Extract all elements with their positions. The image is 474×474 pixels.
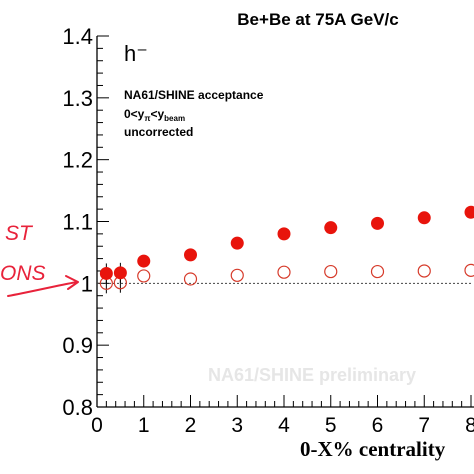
- open-marker: [277, 265, 291, 279]
- open-marker: [370, 264, 385, 279]
- x-tick-labels: 0 1 2 3 4 5 6 7 8: [91, 414, 474, 437]
- filled-marker: [230, 236, 244, 250]
- open-marker: [137, 269, 151, 283]
- open-marker: [464, 263, 474, 277]
- x-tick-label: 5: [325, 414, 337, 437]
- open-marker: [183, 272, 198, 286]
- filled-marker: [113, 266, 127, 280]
- x-tick-label: 0: [91, 414, 103, 437]
- chart-title: Be+Be at 75A GeV/c: [237, 10, 398, 29]
- y-tick-label: 1.3: [62, 86, 93, 111]
- handwritten-line-1: ST: [5, 222, 34, 245]
- x-tick-label: 7: [418, 414, 430, 437]
- series-filled-markers: [99, 205, 474, 284]
- handwritten-arrowhead: [65, 275, 79, 290]
- y-tick-label: 1: [81, 271, 93, 296]
- y-tick-label: 1.1: [62, 210, 93, 235]
- handwritten-annotation: ST ONS: [0, 222, 79, 297]
- x-tick-label: 3: [231, 414, 243, 437]
- x-tick-label: 6: [372, 414, 384, 437]
- open-marker: [324, 264, 338, 279]
- y-tick-label: 0.8: [62, 395, 93, 420]
- acceptance-label: NA61/SHINE acceptance: [124, 88, 264, 102]
- handwritten-line-2: ONS: [0, 262, 46, 285]
- filled-marker: [371, 216, 384, 230]
- filled-marker: [99, 266, 113, 280]
- x-axis-label: 0-X% centrality: [300, 437, 446, 461]
- x-tick-label: 8: [465, 414, 474, 437]
- particle-label: h⁻: [124, 41, 148, 66]
- y-tick-label: 1.2: [62, 148, 93, 173]
- y-tick-labels: 0.8 0.9 1 1.1 1.2 1.3 1.4: [62, 24, 93, 420]
- filled-marker: [324, 221, 338, 235]
- x-tick-label: 1: [138, 414, 150, 437]
- x-tick-label: 2: [185, 414, 197, 437]
- filled-marker: [184, 248, 197, 262]
- open-marker: [230, 268, 244, 282]
- filled-marker: [137, 254, 151, 268]
- y-tick-label: 1.4: [62, 24, 93, 49]
- y-tick-label: 0.9: [62, 333, 93, 358]
- x-tick-label: 4: [278, 414, 290, 437]
- correction-label: uncorrected: [124, 125, 193, 139]
- filled-marker: [417, 211, 431, 225]
- handwritten-arrow: [7, 281, 78, 297]
- filled-marker: [464, 205, 474, 219]
- series-open-markers: [99, 263, 474, 294]
- filled-marker: [277, 227, 291, 241]
- open-marker: [417, 264, 431, 278]
- preliminary-watermark: NA61/SHINE preliminary: [208, 365, 416, 385]
- rapidity-label: 0<yπ<ybeam: [124, 107, 185, 123]
